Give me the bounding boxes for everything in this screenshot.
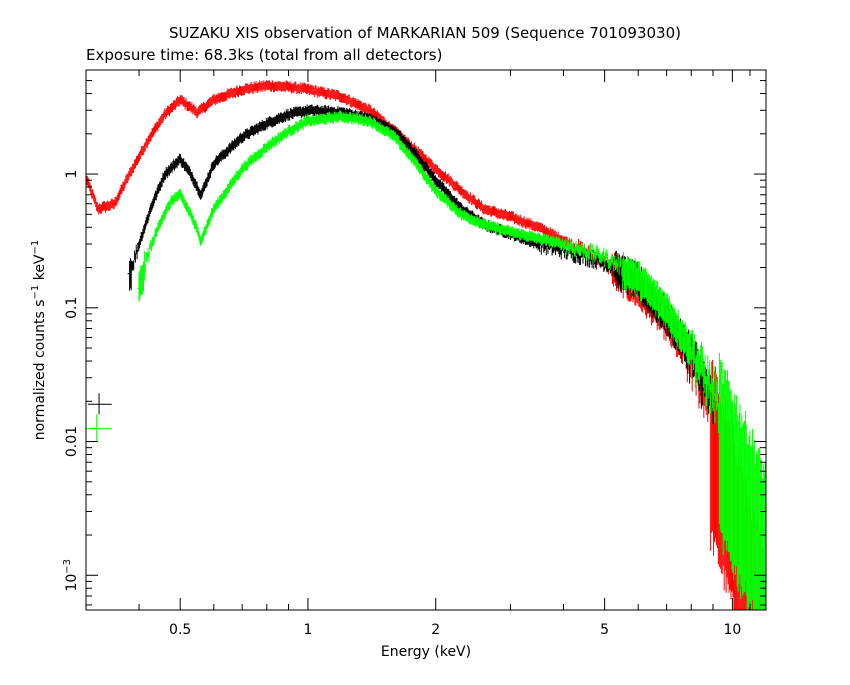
y-tick-label: 0.01 [64, 426, 80, 457]
y-axis-label: normalized counts s−1 keV−1 [30, 240, 48, 441]
y-axis-label-unit: keV [32, 254, 48, 285]
y-tick-label: 1 [64, 170, 80, 179]
series-layer [86, 80, 766, 610]
x-tick-label: 5 [600, 622, 609, 638]
chart-title: SUZAKU XIS observation of MARKARIAN 509 … [169, 24, 681, 42]
y-axis-label-sup1: −1 [30, 285, 41, 300]
y-axis-label-sup2: −1 [30, 240, 41, 255]
x-tick-label: 0.5 [169, 622, 191, 638]
plot-frame [85, 69, 767, 611]
legend-marker-0 [87, 393, 112, 415]
x-axis-label: Energy (keV) [381, 644, 471, 660]
legend-markers [86, 393, 112, 442]
x-tick-label: 2 [431, 622, 440, 638]
axis-ticks: 0.5 1 2 5 10 10−3 0.01 0.1 1 [62, 69, 767, 638]
legend-marker-1 [86, 414, 112, 442]
y-tick-label: 10−3 [62, 559, 80, 592]
series-2 [137, 110, 766, 610]
y-tick-label: 0.1 [64, 297, 80, 319]
y-axis-label-main: normalized counts s [32, 299, 48, 440]
x-tick-label: 10 [723, 622, 741, 638]
x-tick-label: 1 [303, 622, 312, 638]
chart-subtitle: Exposure time: 68.3ks (total from all de… [86, 46, 442, 64]
